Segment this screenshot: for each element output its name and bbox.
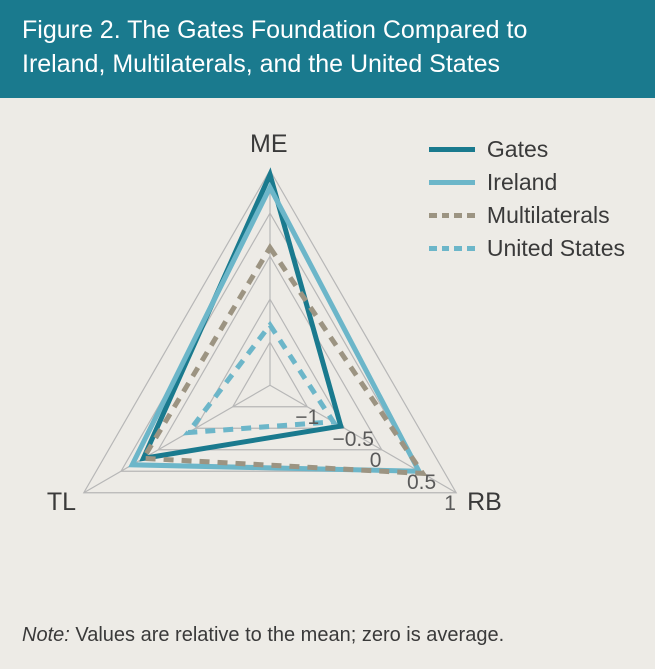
title-line-2: Ireland, Multilaterals, and the United S… — [22, 48, 633, 82]
legend-swatch — [429, 246, 475, 251]
legend-label: Ireland — [487, 169, 557, 196]
axis-label-tl: TL — [47, 488, 76, 517]
figure-title: Figure 2. The Gates Foundation Compared … — [0, 0, 655, 98]
legend-item: United States — [429, 235, 625, 262]
legend-swatch — [429, 180, 475, 185]
legend-item: Ireland — [429, 169, 625, 196]
legend-swatch — [429, 213, 475, 218]
title-line-1: Figure 2. The Gates Foundation Compared … — [22, 14, 633, 48]
legend-item: Gates — [429, 136, 625, 163]
note-body: Values are relative to the mean; zero is… — [70, 624, 504, 646]
legend-label: United States — [487, 235, 625, 262]
note-prefix: Note: — [22, 624, 70, 646]
figure-container: Figure 2. The Gates Foundation Compared … — [0, 0, 655, 669]
legend-item: Multilaterals — [429, 202, 625, 229]
tick-label: −1 — [295, 406, 319, 430]
tick-label: 1 — [444, 492, 456, 516]
axis-label-rb: RB — [467, 488, 502, 517]
legend-label: Multilaterals — [487, 202, 610, 229]
figure-note: Note: Values are relative to the mean; z… — [0, 612, 655, 669]
tick-label: 0.5 — [407, 471, 436, 495]
legend-label: Gates — [487, 136, 548, 163]
legend-swatch — [429, 147, 475, 152]
axis-label-me: ME — [250, 130, 288, 159]
legend: Gates Ireland Multilaterals United States — [429, 136, 625, 268]
radar-chart: Gates Ireland Multilaterals United States M… — [0, 98, 655, 613]
tick-label: −0.5 — [332, 428, 373, 452]
tick-label: 0 — [370, 449, 382, 473]
